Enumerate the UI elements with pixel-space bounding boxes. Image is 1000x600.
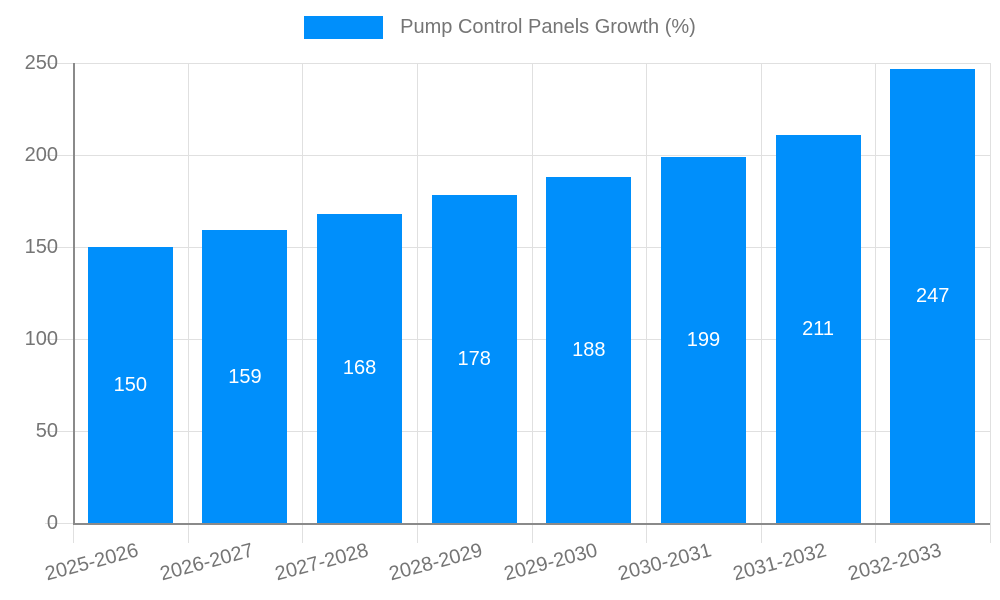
bar-value-label: 159 (228, 365, 262, 388)
gridline-vertical (531, 63, 533, 523)
bar[interactable]: 178 (431, 195, 517, 523)
x-axis-tick (990, 523, 991, 543)
y-axis-label: 250 (24, 52, 58, 74)
bar-value-label: 188 (572, 339, 606, 362)
bar[interactable]: 247 (890, 68, 976, 523)
x-axis-tick (875, 523, 877, 543)
gridline-vertical (875, 63, 877, 523)
bar-value-label: 199 (686, 328, 721, 351)
bar-value-label: 178 (457, 348, 491, 371)
y-axis-label: 200 (24, 144, 58, 166)
legend[interactable]: Pump Control Panels Growth (%) (0, 16, 1000, 39)
bar-value-label: 150 (113, 374, 147, 396)
y-axis-tick (45, 523, 73, 524)
bar-value-label: 247 (916, 284, 950, 307)
y-axis-tick (45, 431, 73, 432)
y-axis-tick (45, 339, 73, 340)
bar[interactable]: 168 (317, 213, 403, 523)
bar[interactable]: 188 (546, 177, 632, 523)
legend-label: Pump Control Panels Growth (%) (400, 16, 696, 38)
gridline-vertical (302, 63, 304, 523)
bar-value-label: 168 (342, 357, 377, 380)
x-axis-tick (302, 523, 304, 543)
x-axis-tick (416, 523, 418, 543)
y-axis-label: 150 (24, 236, 58, 258)
gridline-vertical (760, 63, 762, 523)
x-axis-line (73, 523, 990, 525)
y-axis-label: 100 (24, 328, 58, 350)
bar[interactable]: 199 (660, 156, 746, 523)
bar[interactable]: 159 (202, 230, 288, 523)
x-axis-tick (760, 523, 762, 543)
x-axis-tick (73, 523, 74, 543)
legend-swatch-icon (304, 16, 384, 39)
bar-value-label: 211 (802, 317, 834, 340)
y-axis-line (73, 63, 75, 525)
x-axis-tick (531, 523, 533, 543)
y-axis-tick (45, 63, 73, 64)
y-axis-label: 50 (35, 420, 58, 442)
gridline-vertical (990, 63, 991, 523)
x-axis-tick (646, 523, 648, 543)
gridline-vertical (187, 63, 189, 523)
y-axis-tick (45, 247, 73, 248)
gridline-vertical (416, 63, 418, 523)
y-axis-label: 0 (46, 512, 58, 534)
x-axis-tick (187, 523, 189, 543)
bar[interactable]: 150 (87, 247, 173, 523)
y-axis-tick (45, 155, 73, 156)
bar[interactable]: 211 (775, 134, 861, 523)
gridline-vertical (646, 63, 648, 523)
